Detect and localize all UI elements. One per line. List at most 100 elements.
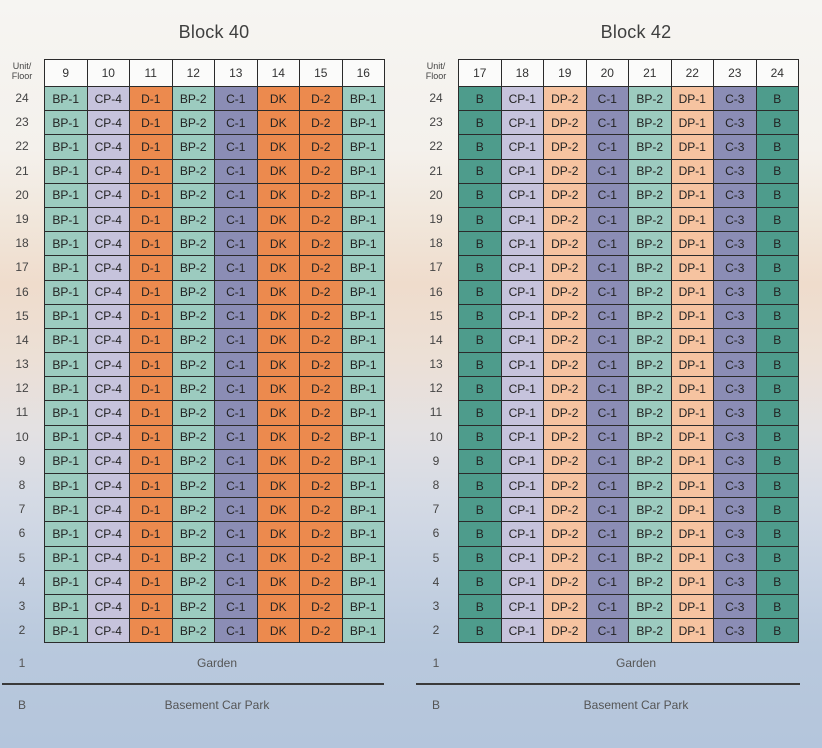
unit-cell: CP-1 <box>500 400 544 426</box>
unit-cell: CP-4 <box>86 110 130 136</box>
unit-cell: B <box>458 400 502 426</box>
floor-row: B CP-1 DP-2 C-1 BP-2 DP-1 C-3 B <box>458 593 799 620</box>
unit-cell: B <box>755 110 799 136</box>
unit-cell: BP-1 <box>341 85 385 112</box>
unit-cell: B <box>755 158 799 184</box>
unit-cell: B <box>755 569 799 595</box>
unit-cell: B <box>755 85 799 112</box>
unit-cell: BP-1 <box>44 85 88 112</box>
unit-cell: CP-1 <box>500 303 544 329</box>
unit-cell: DP-2 <box>543 497 587 523</box>
unit-cell: DK <box>256 352 300 378</box>
unit-cell: BP-2 <box>628 593 672 620</box>
floor-label: 22 <box>15 139 29 154</box>
unit-grid: 17 18 19 20 21 22 23 24 B CP-1 DP-2 C-1 BP-2 DP-1 C-3… <box>458 59 799 644</box>
unit-cell: C-3 <box>713 110 757 136</box>
unit-cell: C-1 <box>585 158 629 184</box>
unit-header-19: 19 <box>543 59 587 87</box>
floor-label: 7 <box>18 502 26 517</box>
floor-label: 2 <box>18 623 26 638</box>
unit-cell: C-1 <box>585 593 629 620</box>
unit-cell: D-1 <box>129 521 173 547</box>
floor-label: 14 <box>15 332 29 347</box>
unit-cell: B <box>755 376 799 402</box>
floor-row: B CP-1 DP-2 C-1 BP-2 DP-1 C-3 B <box>458 472 799 499</box>
unit-cell: D-1 <box>129 255 173 281</box>
unit-cell: CP-1 <box>500 424 544 450</box>
unit-cell: D-1 <box>129 85 173 112</box>
floor-label: 9 <box>432 453 440 468</box>
unit-cell: D-2 <box>299 545 343 571</box>
unit-cell: C-3 <box>713 569 757 595</box>
floor-label: 13 <box>429 357 443 372</box>
unit-cell: BP-1 <box>341 134 385 160</box>
unit-cell: D-1 <box>129 303 173 329</box>
unit-cell: C-3 <box>713 255 757 281</box>
unit-cell: B <box>458 279 502 305</box>
unit-cell: BP-2 <box>628 400 672 426</box>
unit-cell: BP-2 <box>171 255 215 281</box>
unit-cell: BP-2 <box>628 182 672 208</box>
garden-floor-number: 1 <box>18 656 26 670</box>
unit-header-16: 16 <box>341 59 385 87</box>
unit-cell: D-1 <box>129 618 173 644</box>
unit-cell: BP-2 <box>171 279 215 305</box>
unit-cell: DP-2 <box>543 255 587 281</box>
unit-cell: DP-2 <box>543 593 587 620</box>
unit-cell: D-1 <box>129 279 173 305</box>
unit-cell: BP-1 <box>44 618 88 644</box>
unit-cell: C-3 <box>713 327 757 354</box>
unit-header-11: 11 <box>129 59 173 87</box>
unit-cell: B <box>755 182 799 208</box>
floor-label: 24 <box>429 91 443 105</box>
unit-cell: BP-2 <box>171 593 215 620</box>
floor-row: BP-1 CP-4 D-1 BP-2 C-1 DK D-2 BP-1 <box>44 279 385 305</box>
unit-cell: DP-2 <box>543 85 587 112</box>
unit-cell: B <box>755 448 799 475</box>
unit-cell: BP-2 <box>171 352 215 378</box>
unit-cell: C-1 <box>214 206 258 233</box>
floor-row: BP-1 CP-4 D-1 BP-2 C-1 DK D-2 BP-1 <box>44 85 385 112</box>
unit-cell: D-2 <box>299 279 343 305</box>
unit-cell: D-1 <box>129 569 173 595</box>
unit-cell: D-1 <box>129 182 173 208</box>
unit-floor-header-text: Unit/ Floor <box>11 61 33 81</box>
unit-cell: DP-1 <box>670 593 714 620</box>
unit-cell: BP-2 <box>628 618 672 644</box>
unit-cell: BP-2 <box>171 327 215 354</box>
unit-cell: BP-2 <box>171 231 215 257</box>
unit-cell: C-1 <box>214 110 258 136</box>
unit-cell: D-2 <box>299 593 343 620</box>
floor-label: 5 <box>432 550 440 565</box>
unit-cell: B <box>755 472 799 499</box>
unit-cell: C-3 <box>713 593 757 620</box>
floor-label: 12 <box>429 381 443 396</box>
unit-cell: BP-1 <box>44 569 88 595</box>
unit-cell: DK <box>256 255 300 281</box>
unit-cell: C-1 <box>214 303 258 329</box>
unit-cell: DK <box>256 327 300 354</box>
unit-cell: BP-2 <box>628 545 672 571</box>
unit-cell: DK <box>256 569 300 595</box>
unit-cell: C-3 <box>713 85 757 112</box>
unit-cell: DK <box>256 448 300 475</box>
unit-cell: C-3 <box>713 497 757 523</box>
unit-cell: C-3 <box>713 134 757 160</box>
unit-cell: BP-2 <box>171 497 215 523</box>
unit-cell: DP-2 <box>543 279 587 305</box>
unit-cell: BP-2 <box>171 618 215 644</box>
unit-cell: BP-1 <box>341 400 385 426</box>
floor-label: 11 <box>429 405 443 420</box>
unit-cell: B <box>458 158 502 184</box>
unit-cell: CP-1 <box>500 158 544 184</box>
unit-cell: D-2 <box>299 231 343 257</box>
unit-header-row: 9 10 11 12 13 14 15 16 <box>44 59 385 87</box>
unit-cell: CP-4 <box>86 182 130 208</box>
unit-cell: CP-4 <box>86 231 130 257</box>
floor-row: B CP-1 DP-2 C-1 BP-2 DP-1 C-3 B <box>458 327 799 354</box>
unit-header-17: 17 <box>458 59 502 87</box>
floor-row: B CP-1 DP-2 C-1 BP-2 DP-1 C-3 B <box>458 545 799 571</box>
floor-row: B CP-1 DP-2 C-1 BP-2 DP-1 C-3 B <box>458 158 799 184</box>
unit-cell: DK <box>256 472 300 499</box>
floor-row: B CP-1 DP-2 C-1 BP-2 DP-1 C-3 B <box>458 618 799 644</box>
